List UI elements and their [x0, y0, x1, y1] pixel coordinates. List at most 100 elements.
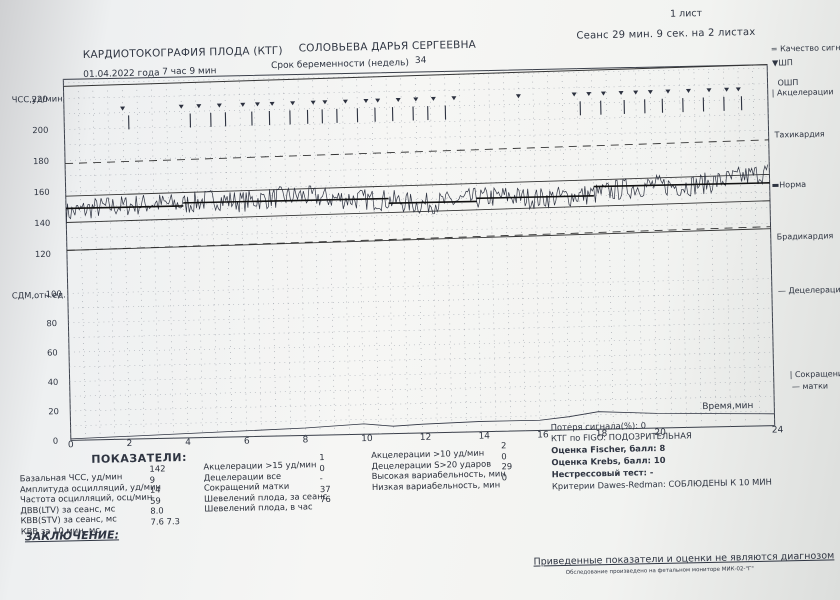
grid-vline	[561, 68, 570, 430]
movement-marker	[240, 102, 246, 107]
indicators-col1: Базальная ЧСС, уд/мин 142 Амплитуда осцилл…	[19, 463, 180, 536]
grid-vline	[752, 64, 761, 426]
hr-tick-label: 220	[32, 94, 48, 104]
grid-vline	[590, 68, 599, 430]
movement-marker	[363, 98, 369, 103]
movement-marker	[216, 103, 222, 108]
grid-vline	[737, 65, 746, 427]
grid-vline	[297, 74, 306, 436]
indicator-value: -	[319, 473, 323, 484]
indicators-col4: Потеря сигнала(%): 0 КТГ по FIGO: ПОДОЗР…	[551, 418, 772, 494]
movement-marker	[178, 104, 184, 109]
movement-marker	[451, 96, 457, 101]
grid-vline	[708, 65, 717, 427]
grid-vline	[649, 67, 658, 429]
x-tick-label: 0	[68, 440, 74, 448]
movement-marker	[290, 101, 296, 106]
grid-hline	[69, 366, 774, 382]
grid-vline	[488, 70, 497, 432]
grid-vline	[326, 73, 336, 435]
hr-tick-label: 120	[35, 249, 51, 259]
norm-line	[66, 228, 771, 251]
grid-vline	[209, 76, 218, 438]
indicator-row: КВВ за 10 мин, мс 7.6 7.3	[20, 516, 180, 536]
grid-hline	[64, 114, 769, 130]
baseline-segment	[476, 195, 594, 200]
grid-hline	[66, 222, 771, 239]
uc-tick-label: 40	[48, 377, 59, 387]
movement-marker	[120, 106, 126, 111]
indicator-value: 14	[149, 484, 161, 495]
movement-marker	[310, 100, 316, 105]
x-tick-label: 16	[537, 430, 549, 440]
grid-vline	[766, 64, 775, 426]
grid-hline	[69, 337, 773, 353]
uc-tick-label: 80	[46, 318, 57, 328]
indicator-value: 0	[501, 450, 507, 461]
grid-vline	[312, 74, 321, 436]
baseline-segment	[388, 200, 477, 205]
indicator-value: 37	[319, 483, 331, 494]
disclaimer: Приведенные показатели и оценки не являю…	[533, 550, 835, 568]
grid-vline	[239, 75, 248, 437]
grid-hline	[64, 145, 769, 161]
movement-marker	[735, 87, 741, 92]
grid-vline	[283, 74, 292, 436]
x-tick-label: 8	[302, 435, 308, 445]
indicator-value: 76	[320, 493, 331, 505]
movement-marker	[342, 99, 348, 104]
grid-vline	[268, 75, 277, 437]
grid-hline	[69, 381, 774, 397]
grid-vline	[444, 71, 453, 433]
indicator-value: 9	[149, 474, 156, 485]
grid-vline	[458, 71, 468, 433]
uc-tick-label: 100	[46, 289, 62, 299]
grid-vline	[678, 66, 687, 428]
baseline-segment	[65, 205, 184, 210]
indicator-row: Низкая вариабельность, мин 0	[372, 471, 512, 492]
device-note: Обследование произведено на фетальном мо…	[565, 566, 754, 577]
movement-marker	[254, 102, 260, 107]
movement-marker	[269, 101, 275, 106]
movement-marker	[196, 104, 202, 109]
indicator-label: Шевелений плода, в час	[204, 501, 313, 514]
baseline-segment	[593, 182, 770, 188]
movement-marker	[515, 94, 521, 99]
grid-vline	[532, 69, 541, 431]
grid-vline	[722, 65, 731, 427]
baseline-segment	[183, 199, 301, 204]
indicator-value: 0	[501, 471, 508, 482]
movement-marker	[647, 90, 653, 95]
x-tick-label: 14	[478, 432, 490, 442]
x-tick-label: 10	[361, 434, 373, 444]
indicators-col3: Акцелерации >10 уд/мин 2 Децелерации S>20 …	[371, 440, 513, 492]
grid-vline	[517, 69, 526, 431]
grid-hline	[65, 176, 770, 192]
grid-vline	[620, 67, 629, 429]
indicator-value: 29	[501, 461, 513, 472]
indicator-value: 142	[149, 463, 166, 474]
norm-line	[65, 173, 770, 197]
grid-vline	[605, 68, 614, 429]
x-tick-label: 18	[596, 429, 608, 439]
uc-trace	[70, 411, 775, 440]
grid-vline	[253, 75, 262, 437]
grid-vline	[546, 69, 556, 431]
grid-vline	[414, 72, 424, 433]
uc-tick-label: 0	[53, 436, 59, 446]
grid-vline	[664, 66, 673, 428]
signal-quality-line	[63, 64, 768, 87]
x-tick-label: 4	[185, 438, 191, 448]
movement-marker	[571, 92, 577, 97]
grid-vline	[107, 78, 116, 440]
grid-vline	[370, 72, 380, 434]
movement-marker	[665, 89, 671, 94]
hr-tick-label: 160	[34, 187, 50, 197]
indicator-value: 0	[319, 462, 325, 473]
indicator-value: 8.0	[150, 505, 164, 516]
grid-vline	[121, 78, 130, 440]
x-tick-label: 20	[654, 428, 666, 438]
grid-vline	[341, 73, 350, 435]
indicator-label: Низкая вариабельность, мин	[371, 478, 501, 492]
